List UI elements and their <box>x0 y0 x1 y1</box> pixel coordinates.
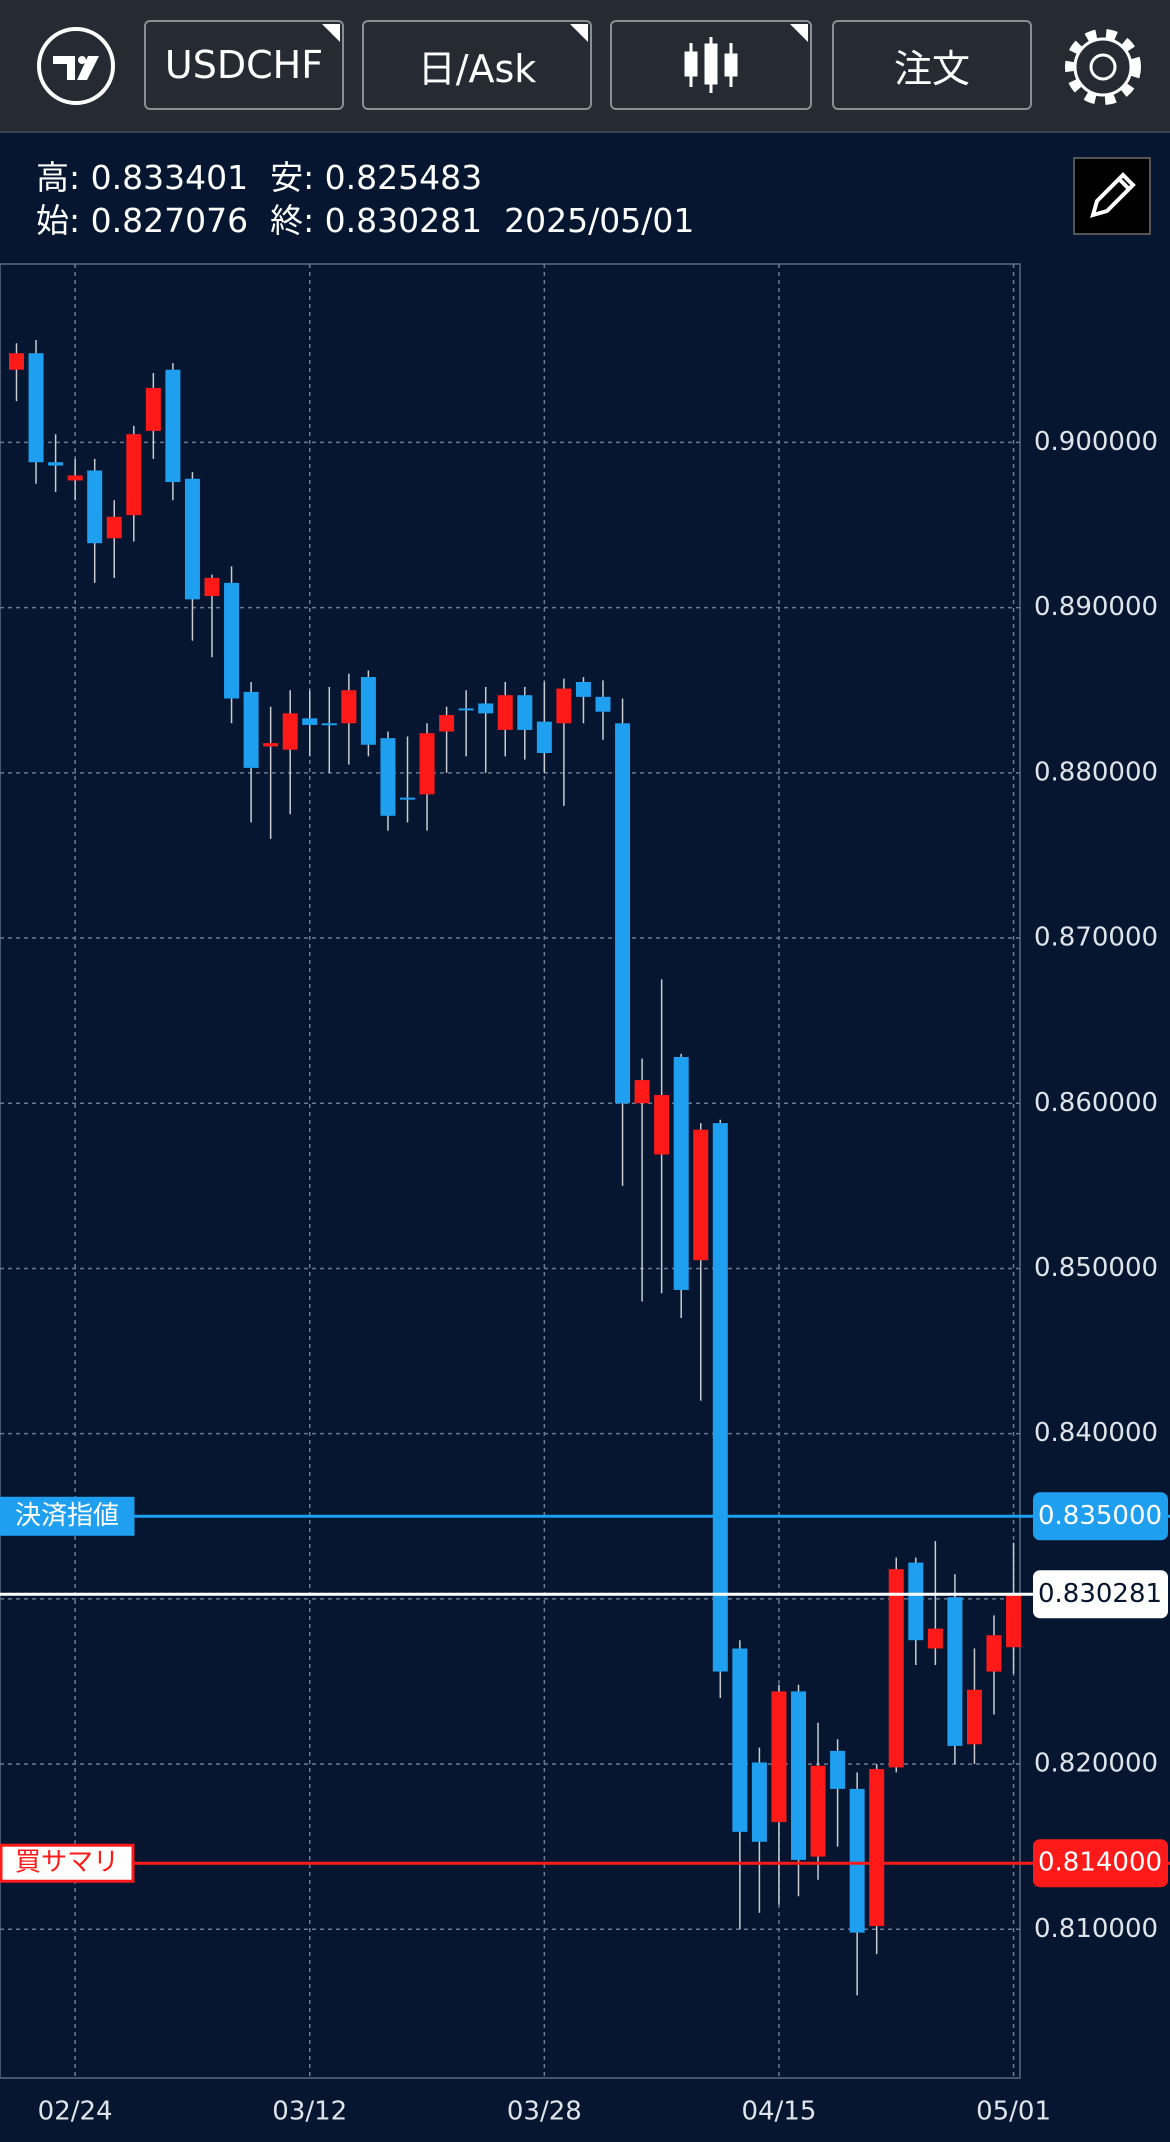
settings-button[interactable] <box>1060 24 1146 110</box>
candle-body <box>380 738 396 816</box>
high-text: 高: 0.833401 <box>36 158 249 197</box>
candle-body <box>165 369 181 483</box>
candle-body <box>673 1057 689 1290</box>
candle-body <box>9 353 24 370</box>
level-name: 決済指値 <box>15 1501 119 1531</box>
level-price-tag <box>1033 1839 1168 1888</box>
candle-body <box>732 1648 748 1832</box>
candle-body <box>478 703 494 714</box>
candle-body <box>654 1095 670 1155</box>
x-tick-label: 03/28 <box>507 2097 582 2127</box>
logo-button[interactable] <box>36 26 116 106</box>
candle-body <box>810 1765 826 1857</box>
candle-body <box>145 387 161 431</box>
level-price-label: 0.814000 <box>1038 1848 1162 1878</box>
last-price-label: 0.830281 <box>1038 1579 1162 1609</box>
y-tick-label: 0.820000 <box>1034 1749 1158 1779</box>
level-tag <box>0 1843 135 1883</box>
candle-body <box>869 1769 885 1927</box>
candle-body <box>830 1750 846 1789</box>
last-price-tag <box>1033 1570 1168 1619</box>
y-tick-label: 0.860000 <box>1034 1088 1158 1118</box>
draw-button[interactable] <box>1073 157 1151 235</box>
x-tick-label: 04/15 <box>741 2097 816 2127</box>
candle-body <box>986 1635 1002 1672</box>
level-price-tag <box>1033 1492 1168 1541</box>
pencil-icon <box>1090 172 1136 218</box>
level-tag <box>0 1496 135 1536</box>
candle-body <box>224 582 240 699</box>
toolbar: USDCHF 日/Ask 注文 <box>0 0 1170 133</box>
candle-body <box>263 743 279 747</box>
candle-body <box>184 478 200 600</box>
candle-body <box>536 721 552 754</box>
symbol: USDCHF <box>164 43 324 87</box>
candle-body <box>458 708 474 711</box>
candle-body <box>28 353 44 463</box>
candle-body <box>106 516 122 539</box>
order: 注文 <box>893 46 970 91</box>
symbol-button[interactable]: USDCHF <box>144 20 344 110</box>
candle-body <box>87 470 103 544</box>
candle-body <box>927 1628 943 1649</box>
x-tick-label: 02/24 <box>38 2097 113 2127</box>
candle-body <box>1006 1594 1022 1648</box>
y-tick-label: 0.880000 <box>1034 757 1158 787</box>
candle-body <box>947 1597 963 1746</box>
y-tick-label: 0.840000 <box>1034 1418 1158 1448</box>
open-text: 始: 0.827076 <box>36 201 249 240</box>
level-name: 買サマリ <box>15 1848 119 1878</box>
candle-body <box>497 695 513 730</box>
candle-body <box>556 688 572 724</box>
low-text: 安: 0.825483 <box>270 158 483 197</box>
candle-body <box>771 1691 787 1822</box>
candle-body <box>693 1129 709 1261</box>
candle-body <box>712 1123 728 1672</box>
candle-body <box>888 1569 904 1768</box>
x-tick-label: 03/12 <box>272 2097 347 2127</box>
x-tick-label: 05/01 <box>976 2097 1051 2127</box>
plot-area <box>0 263 1021 2079</box>
timeframe: 日/Ask <box>417 46 537 91</box>
candle-body <box>634 1080 650 1104</box>
candle-body <box>282 713 298 750</box>
candle-body <box>419 733 435 795</box>
candle-body <box>575 681 591 697</box>
candle-body <box>126 434 142 516</box>
level-price-label: 0.835000 <box>1038 1501 1162 1531</box>
order-button[interactable]: 注文 <box>832 20 1032 110</box>
candle-body <box>243 691 259 768</box>
timeframe-button[interactable]: 日/Ask <box>362 20 592 110</box>
date-text: 2025/05/01 <box>504 201 695 240</box>
candle-body <box>439 715 455 732</box>
candle-body <box>517 695 533 730</box>
candle-body <box>966 1689 982 1745</box>
chart-type-button[interactable] <box>610 20 812 110</box>
candle-body <box>204 577 220 597</box>
candle-body <box>615 723 631 1104</box>
candle-body <box>751 1762 767 1842</box>
candle-body <box>341 690 357 724</box>
candle-body <box>321 723 337 726</box>
y-tick-label: 0.810000 <box>1034 1914 1158 1944</box>
candle-body <box>400 797 415 800</box>
candle-body <box>595 696 611 712</box>
y-tick-label: 0.850000 <box>1034 1253 1158 1283</box>
candle-body <box>302 718 318 725</box>
ohlc-info: 高: 0.833401 安: 0.825483 始: 0.827076 終: 0.8… <box>36 156 716 242</box>
candle-body <box>48 462 64 466</box>
candle-body <box>791 1691 806 1860</box>
candle-body <box>849 1788 865 1933</box>
candle-body <box>67 475 83 481</box>
candle-icon <box>684 37 738 93</box>
close-text: 終: 0.830281 <box>270 201 483 240</box>
y-tick-label: 0.870000 <box>1034 923 1158 953</box>
candle-body <box>908 1562 924 1641</box>
y-tick-label: 0.890000 <box>1034 592 1158 622</box>
candle-body <box>360 677 376 745</box>
y-tick-label: 0.900000 <box>1034 427 1158 457</box>
